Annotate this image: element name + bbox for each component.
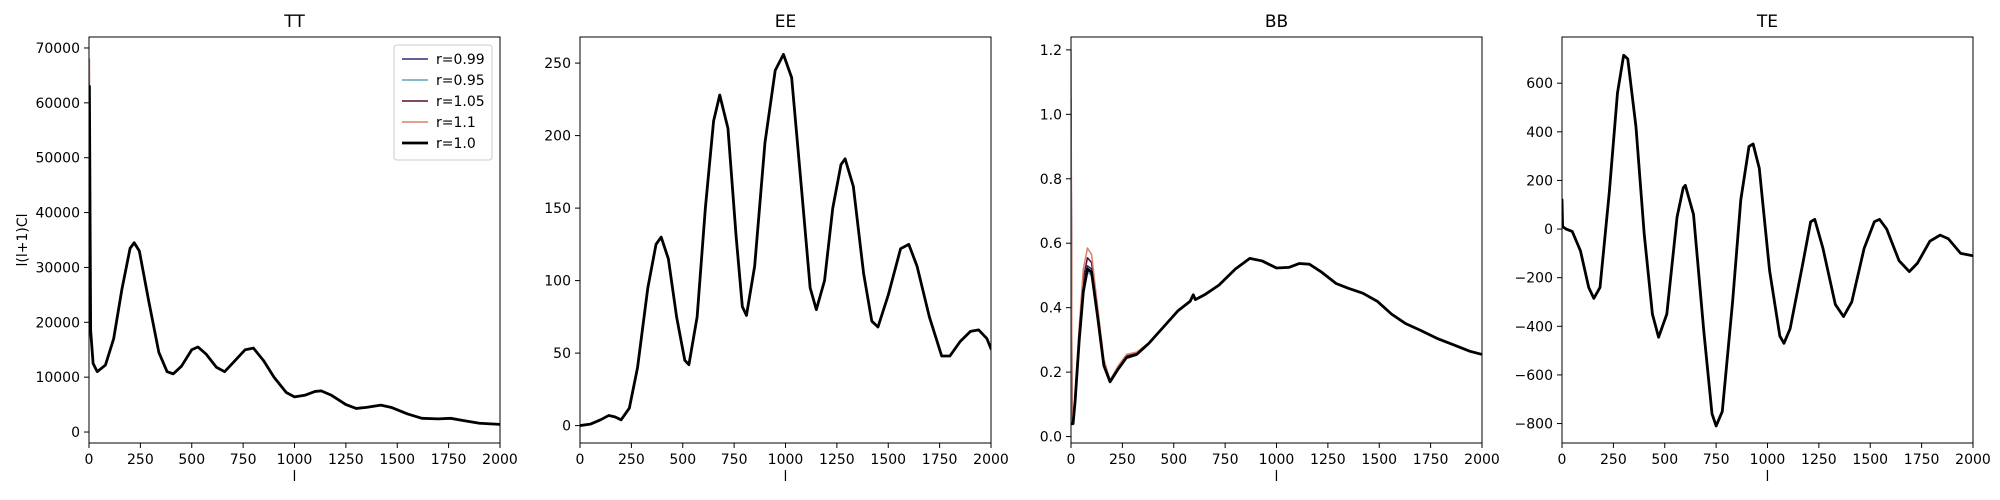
y-tick-label: 1.2 — [1040, 43, 1062, 59]
x-tick-label: 750 — [230, 452, 257, 468]
y-tick-label: −200 — [1515, 271, 1553, 287]
x-tick-label: 250 — [1109, 452, 1136, 468]
y-tick-label: 0.8 — [1040, 172, 1062, 188]
x-tick-label: 1000 — [277, 452, 313, 468]
panel-ee: 0 250 500 750 1000 1250 1500 1750 2000 0 50 100 150 2… — [544, 12, 1009, 485]
y-tick-label: 1.0 — [1040, 107, 1062, 123]
x-axis-label: l — [1275, 469, 1279, 485]
panel-bb: 0 250 500 750 1000 1250 1500 1750 2000 0.0 0.2 0.4 0… — [1040, 12, 1500, 485]
x-tick-label: 1000 — [1259, 452, 1295, 468]
x-tick-label: 2000 — [1955, 452, 1991, 468]
series-line-te — [1562, 53, 1973, 428]
y-tick-label: 0.0 — [1040, 430, 1062, 446]
legend-label: r=1.0 — [436, 136, 476, 152]
x-tick-label: 1000 — [768, 452, 804, 468]
x-tick-label: 2000 — [1464, 452, 1500, 468]
chart-title: TE — [1756, 12, 1778, 32]
y-tick-label: 70000 — [35, 41, 80, 57]
x-tick-label: 750 — [1212, 452, 1239, 468]
x-tick-label: 1250 — [1801, 452, 1837, 468]
legend-label: r=1.1 — [436, 115, 476, 131]
chart-title: EE — [775, 12, 796, 32]
series-group — [89, 58, 500, 426]
y-tick-label: 30000 — [35, 260, 80, 276]
y-tick-label: 60000 — [35, 96, 80, 112]
x-tick-label: 1500 — [870, 452, 906, 468]
x-tick-label: 1250 — [328, 452, 364, 468]
x-tick-label: 2000 — [973, 452, 1009, 468]
y-tick-label: 100 — [544, 274, 571, 290]
x-tick-label: 0 — [1067, 452, 1076, 468]
y-tick-label: 40000 — [35, 206, 80, 222]
series-line-r1.0 — [89, 84, 500, 426]
x-axis-label: l — [784, 469, 788, 485]
chart-title: BB — [1265, 12, 1288, 32]
panel-te: 0 250 500 750 1000 1250 1500 1750 2000−800−600−4… — [1515, 12, 1991, 485]
y-tick-label: −800 — [1515, 417, 1553, 433]
x-tick-label: 750 — [721, 452, 748, 468]
y-tick-label: 0 — [71, 425, 80, 441]
y-tick-label: 150 — [544, 201, 571, 217]
y-tick-label: 200 — [1526, 173, 1553, 189]
y-tick-label: 50 — [553, 346, 571, 362]
y-tick-label: 0 — [562, 419, 571, 435]
series-line-r1.0 — [1071, 256, 1482, 426]
legend: r=0.99 r=0.95 r=1.05 r=1.1 r=1.0 — [393, 44, 493, 161]
x-tick-label: 1250 — [819, 452, 855, 468]
x-tick-label: 500 — [1160, 452, 1187, 468]
y-tick-label: 600 — [1526, 76, 1553, 92]
y-tick-label: 200 — [544, 129, 571, 145]
x-tick-label: 1000 — [1750, 452, 1786, 468]
x-axis-label: l — [293, 469, 297, 485]
x-axis-label: l — [1766, 469, 1770, 485]
series-group — [580, 53, 991, 427]
panel-tt: 0 250 500 750 1000 1250 1500 1750 20000100002000… — [15, 12, 518, 485]
x-tick-label: 250 — [1600, 452, 1627, 468]
x-tick-label: 500 — [669, 452, 696, 468]
x-tick-label: 0 — [576, 452, 585, 468]
legend-box — [393, 44, 493, 161]
x-tick-label: 1500 — [1852, 452, 1888, 468]
y-tick-label: 0.4 — [1040, 301, 1062, 317]
x-tick-label: 1500 — [1361, 452, 1397, 468]
y-tick-label: −600 — [1515, 368, 1553, 384]
x-tick-label: 1750 — [1413, 452, 1449, 468]
series-group — [1562, 53, 1973, 428]
x-tick-label: 250 — [618, 452, 645, 468]
x-tick-label: 0 — [85, 452, 94, 468]
legend-label: r=0.95 — [436, 73, 485, 89]
y-tick-label: 50000 — [35, 151, 80, 167]
legend-label: r=0.99 — [436, 52, 485, 68]
x-tick-label: 1750 — [1904, 452, 1940, 468]
y-tick-label: −400 — [1515, 319, 1553, 335]
legend-label: r=1.05 — [436, 94, 485, 110]
chart-title: TT — [283, 12, 305, 32]
x-tick-label: 2000 — [482, 452, 518, 468]
series-group — [1071, 49, 1482, 426]
x-tick-label: 1500 — [379, 452, 415, 468]
y-tick-label: 0.2 — [1040, 365, 1062, 381]
y-tick-label: 400 — [1526, 125, 1553, 141]
x-tick-label: 250 — [127, 452, 154, 468]
y-tick-label: 20000 — [35, 315, 80, 331]
y-axis-label: l(l+1)Cl — [15, 213, 31, 266]
x-tick-label: 1250 — [1310, 452, 1346, 468]
y-tick-label: 0 — [1544, 222, 1553, 238]
series-line-ee — [580, 53, 991, 427]
y-tick-label: 250 — [544, 56, 571, 72]
x-tick-label: 500 — [178, 452, 205, 468]
y-tick-label: 0.6 — [1040, 236, 1062, 252]
x-tick-label: 1750 — [431, 452, 467, 468]
x-tick-label: 500 — [1651, 452, 1678, 468]
x-tick-label: 0 — [1558, 452, 1567, 468]
y-tick-label: 10000 — [35, 370, 80, 386]
x-tick-label: 1750 — [922, 452, 958, 468]
x-tick-label: 750 — [1703, 452, 1730, 468]
